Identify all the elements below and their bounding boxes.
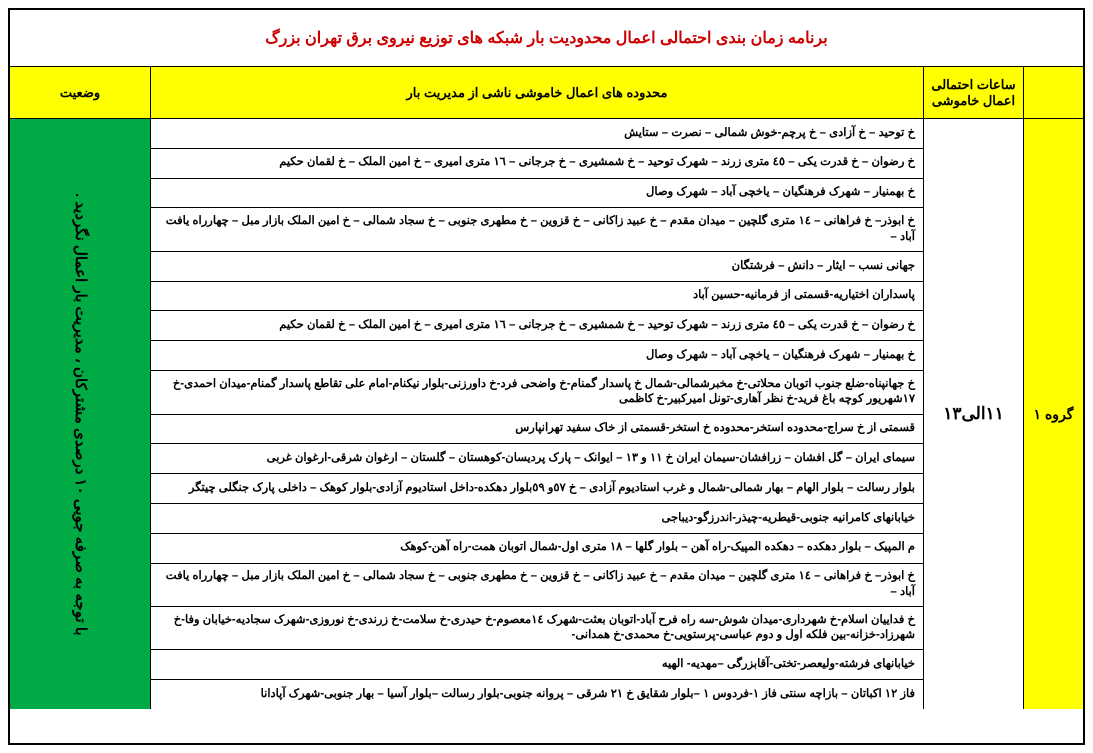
- area-row: قسمتی از خ سراج-محدوده استخر-محدوده خ اس…: [151, 415, 923, 445]
- area-row: خ ابوذر– خ فراهانی – ١٤ متری گلچین – مید…: [151, 208, 923, 251]
- schedule-container: برنامه زمان بندی احتمالی اعمال محدودیت ب…: [8, 8, 1085, 745]
- area-row: خ بهمنیار – شهرک فرهنگیان – یاخچی آباد –…: [151, 179, 923, 209]
- area-row: خ ابوذر– خ فراهانی – ١٤ متری گلچین – مید…: [151, 564, 923, 607]
- header-group-blank: [1023, 67, 1083, 119]
- area-row: پاسداران اختیاریه-قسمتی از فرمانیه-حسین …: [151, 282, 923, 312]
- time-label: ۱۱الی۱۳: [923, 119, 1023, 709]
- col-status: وضعیت با توجه به صرفه جویی ۱۰ درصدی مشتر…: [10, 67, 150, 709]
- area-row: خ جهانپناه-ضلع جنوب اتوبان محلاتی-خ مخبر…: [151, 371, 923, 414]
- area-row: خیابانهای کامرانیه جنوبی-قیطریه-چیذر-اند…: [151, 504, 923, 534]
- schedule-table: گروه ۱ ساعات احتمالی اعمال خاموشی ۱۱الی۱…: [10, 66, 1083, 709]
- area-row: م المپیک – بلوار دهکده – دهکده المپیک-را…: [151, 534, 923, 564]
- area-row: فاز ۱۲ اکباتان – بازاچه سنتی فاز ۱-فردوس…: [151, 680, 923, 709]
- status-text: با توجه به صرفه جویی ۱۰ درصدی مشترکان ، …: [10, 119, 150, 709]
- header-time: ساعات احتمالی اعمال خاموشی: [923, 67, 1023, 119]
- area-row: خ بهمنیار – شهرک فرهنگیان – یاخچی آباد –…: [151, 341, 923, 371]
- col-group: گروه ۱: [1023, 67, 1083, 709]
- area-row: جهانی نسب – ایثار – دانش – فرشتگان: [151, 252, 923, 282]
- area-row: خ رضوان – خ قدرت یکی – ٤٥ متری زرند – شه…: [151, 311, 923, 341]
- page-title: برنامه زمان بندی احتمالی اعمال محدودیت ب…: [10, 10, 1083, 66]
- area-row: خ رضوان – خ قدرت یکی – ٤٥ متری زرند – شه…: [151, 149, 923, 179]
- area-row: سیمای ایران – گل افشان – زرافشان-سیمان ا…: [151, 444, 923, 474]
- col-time: ساعات احتمالی اعمال خاموشی ۱۱الی۱۳: [923, 67, 1023, 709]
- header-status: وضعیت: [10, 67, 150, 119]
- area-row: خیابانهای فرشته-ولیعصر-تختی-آقابزرگی –مه…: [151, 650, 923, 680]
- header-areas: محدوده های اعمال خاموشی ناشی از مدیریت ب…: [150, 67, 923, 119]
- areas-body: خ توحید – خ آزادی – خ پرچم-خوش شمالی – ن…: [150, 119, 923, 709]
- group-label: گروه ۱: [1023, 119, 1083, 709]
- col-areas: محدوده های اعمال خاموشی ناشی از مدیریت ب…: [150, 67, 923, 709]
- area-row: بلوار رسالت – بلوار الهام – بهار شمالی-ش…: [151, 474, 923, 504]
- area-row: خ فداییان اسلام-خ شهرداری-میدان شوش-سه ر…: [151, 607, 923, 650]
- area-row: خ توحید – خ آزادی – خ پرچم-خوش شمالی – ن…: [151, 119, 923, 149]
